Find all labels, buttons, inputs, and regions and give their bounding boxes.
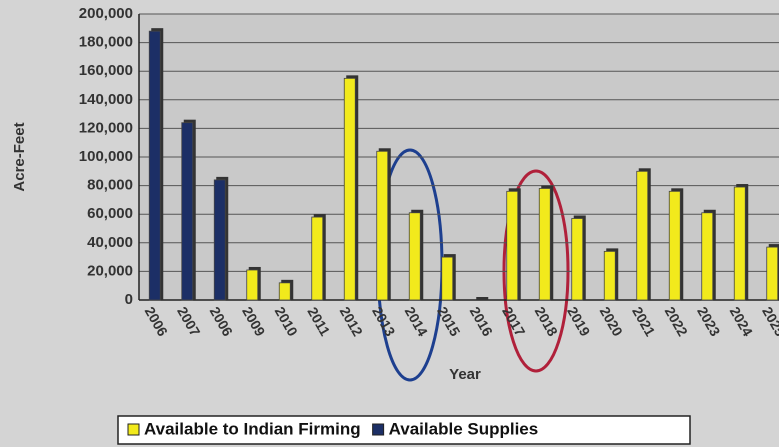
x-tick-label: 2019 xyxy=(564,304,594,339)
y-tick-label: 40,000 xyxy=(87,234,133,251)
y-tick-label: 60,000 xyxy=(87,205,133,222)
bar xyxy=(181,122,194,301)
x-tick-label: 2020 xyxy=(597,304,627,339)
x-tick-label: 2014 xyxy=(402,304,432,339)
legend-swatch xyxy=(127,423,140,436)
x-tick-label: 2016 xyxy=(467,304,497,339)
bar xyxy=(343,77,356,301)
bar xyxy=(278,282,291,301)
x-tick-label: 2017 xyxy=(499,304,529,339)
bar xyxy=(311,216,324,301)
legend-swatch xyxy=(372,423,385,436)
bar xyxy=(668,190,681,301)
bar xyxy=(571,218,584,301)
x-tick-label: 2013 xyxy=(369,304,399,339)
x-tick-label: 2021 xyxy=(629,304,659,339)
y-tick-label: 20,000 xyxy=(87,262,133,279)
x-tick-label: 2006 xyxy=(207,304,237,339)
y-tick-label: 160,000 xyxy=(79,62,133,79)
y-tick-label: 100,000 xyxy=(79,148,133,165)
x-tick-label: 2023 xyxy=(694,304,724,339)
x-tick-label: 2012 xyxy=(337,304,367,339)
y-axis-label: Acre-Feet xyxy=(11,122,28,191)
bar xyxy=(603,250,616,301)
bar xyxy=(148,30,161,301)
bar xyxy=(213,179,226,301)
bar xyxy=(246,269,259,301)
bar xyxy=(766,246,779,301)
y-tick-label: 200,000 xyxy=(79,5,133,22)
x-tick-label: 2011 xyxy=(304,304,333,338)
x-tick-label: 2022 xyxy=(662,304,692,339)
legend-label: Available to Indian Firming xyxy=(144,419,361,438)
bar xyxy=(506,190,519,301)
x-tick-label: 2025 xyxy=(759,304,779,339)
y-tick-label: 0 xyxy=(125,291,133,308)
bar xyxy=(538,188,551,301)
bar xyxy=(701,212,714,301)
x-tick-label: 2009 xyxy=(239,304,269,339)
y-tick-label: 180,000 xyxy=(79,34,133,51)
x-tick-label: 2024 xyxy=(727,304,757,339)
x-tick-label: 2010 xyxy=(272,304,302,339)
y-tick-label: 80,000 xyxy=(87,177,133,194)
bar xyxy=(733,186,746,301)
y-tick-label: 140,000 xyxy=(79,91,133,108)
x-tick-label: 2007 xyxy=(174,304,204,339)
legend-label: Available Supplies xyxy=(389,419,539,438)
y-tick-label: 120,000 xyxy=(79,119,133,136)
legend xyxy=(117,415,691,445)
bar xyxy=(441,256,454,301)
x-tick-label: 2006 xyxy=(142,304,172,339)
bar xyxy=(636,170,649,301)
x-tick-label: 2018 xyxy=(532,304,562,339)
bar xyxy=(408,212,421,301)
bar xyxy=(376,150,389,301)
x-axis-label: Year xyxy=(449,366,481,383)
bar-shadow xyxy=(476,297,489,300)
